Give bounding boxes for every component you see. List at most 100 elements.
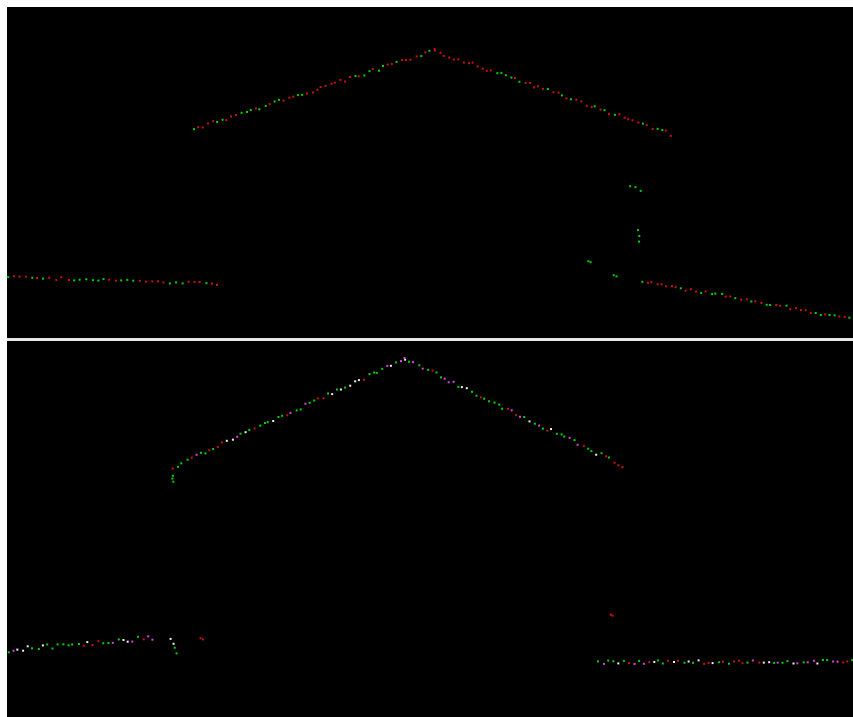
scan-point — [415, 55, 418, 58]
scan-point — [703, 662, 706, 665]
scan-point — [400, 360, 402, 363]
scan-point — [18, 275, 21, 278]
scan-point — [395, 60, 398, 63]
scan-point — [97, 279, 100, 282]
scan-point — [137, 635, 139, 638]
scan-point — [333, 81, 336, 84]
scan-point — [714, 292, 717, 295]
scan-point — [529, 81, 532, 84]
scan-point — [674, 286, 677, 289]
scan-point — [590, 450, 593, 453]
scan-point — [608, 113, 610, 116]
scan-point — [813, 659, 815, 662]
scan-point — [172, 480, 175, 483]
scan-point — [288, 96, 291, 99]
scan-point — [180, 462, 183, 465]
scan-point — [78, 278, 81, 281]
scan-point — [420, 55, 423, 58]
scan-point — [677, 659, 679, 662]
scan-point — [589, 261, 592, 264]
scan-point — [86, 641, 89, 644]
scan-point — [669, 134, 672, 137]
scan-point — [695, 290, 697, 293]
scan-point — [349, 384, 352, 387]
scan-point — [22, 649, 25, 652]
scan-point — [555, 432, 558, 435]
scan-point — [563, 435, 566, 438]
scan-point — [443, 377, 446, 380]
scan-point — [171, 477, 174, 480]
scan-point — [216, 283, 218, 286]
scan-point — [546, 88, 549, 90]
scan-point — [177, 465, 179, 468]
scan-point — [42, 277, 44, 280]
scan-point — [457, 58, 460, 61]
scan-point — [68, 279, 70, 281]
scan-point — [225, 119, 228, 122]
scan-point — [751, 659, 754, 662]
scan-point — [628, 662, 631, 665]
scan-point — [368, 373, 371, 376]
scan-point — [244, 431, 247, 434]
scan-point — [199, 451, 202, 454]
scan-point — [489, 69, 492, 72]
scan-point — [117, 638, 120, 641]
scan-point — [507, 407, 509, 410]
scan-point — [546, 429, 549, 432]
scan-point — [331, 393, 334, 396]
scan-point — [122, 639, 125, 641]
scan-point — [433, 48, 436, 51]
scan-point — [642, 662, 645, 665]
scan-point — [665, 285, 668, 288]
scan-point — [348, 76, 351, 78]
top-scan-panel — [7, 7, 853, 338]
scan-point — [409, 58, 412, 61]
scan-point — [729, 295, 732, 298]
scan-point — [607, 659, 610, 662]
scan-point — [483, 397, 486, 400]
scan-point — [700, 291, 703, 294]
scan-point — [816, 662, 819, 665]
scan-point — [765, 303, 768, 306]
scan-point — [439, 51, 442, 54]
scan-point — [568, 436, 571, 439]
scan-point — [476, 65, 479, 68]
scan-point — [386, 63, 389, 66]
scan-point — [496, 72, 499, 75]
bottom-scan-points — [7, 357, 853, 665]
scan-point — [590, 106, 593, 108]
scan-point — [637, 229, 639, 232]
scan-point — [299, 408, 302, 411]
scan-point — [151, 638, 154, 641]
scan-point — [418, 364, 421, 367]
scan-point — [560, 433, 563, 436]
scan-point — [593, 105, 596, 108]
scan-point — [603, 109, 606, 112]
scan-point — [236, 435, 239, 438]
scan-point — [785, 304, 788, 307]
scan-point — [848, 316, 851, 319]
scan-point — [599, 108, 602, 111]
scan-point — [26, 645, 29, 648]
scan-point — [7, 276, 10, 279]
scan-point — [552, 91, 555, 94]
scan-point — [120, 279, 123, 282]
scan-point — [656, 127, 659, 130]
scan-point — [115, 279, 118, 282]
scan-point — [197, 126, 200, 129]
scan-point — [557, 91, 560, 94]
scan-point — [248, 428, 251, 431]
scan-point — [363, 74, 366, 77]
scan-point — [684, 289, 687, 292]
scan-point — [440, 376, 442, 379]
scan-point — [172, 642, 175, 645]
scan-point — [55, 279, 58, 281]
scan-point — [281, 414, 284, 417]
scan-point — [354, 380, 357, 383]
scan-point — [295, 409, 298, 412]
scan-point — [316, 88, 319, 91]
scan-point — [195, 453, 198, 456]
scan-point — [408, 360, 410, 363]
scan-point — [339, 78, 342, 81]
